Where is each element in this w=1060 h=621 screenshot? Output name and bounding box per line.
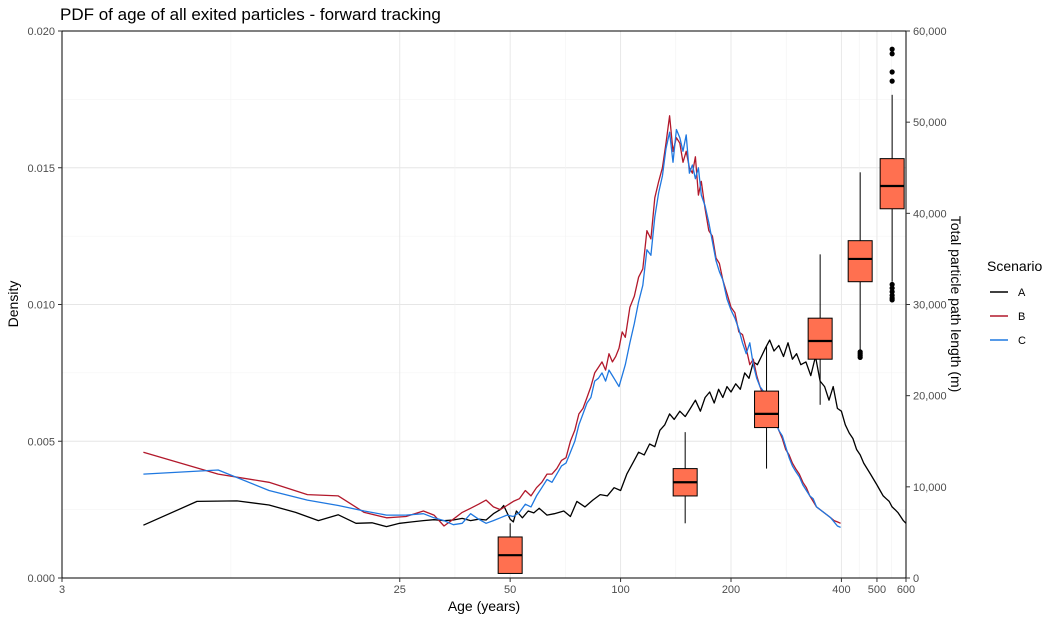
x-axis-title: Age (years) [448, 598, 520, 614]
y2-axis-title: Total particle path length (m) [948, 216, 964, 393]
axes: 3 25 50 100 200 400 500 600 0.000 0.005 0.010 0.015… [27, 26, 946, 596]
series-lines [143, 115, 907, 528]
y2-tick-label: 30,000 [913, 300, 947, 312]
box-body [879, 158, 905, 210]
series-line-a [143, 339, 907, 528]
legend: Scenario ABC [987, 258, 1042, 347]
box-outlier-point [889, 78, 895, 84]
x-tick-label: 100 [611, 584, 629, 596]
x-tick-label: 50 [504, 584, 516, 596]
y-tick-label: 0.000 [27, 573, 55, 585]
grid [61, 30, 907, 579]
box-outlier-point [889, 69, 895, 75]
y-tick-label: 0.005 [27, 436, 55, 448]
y-tick-label: 0.020 [27, 26, 55, 38]
box-outlier-point [889, 289, 895, 295]
box-outlier-point [889, 297, 895, 303]
y-tick-label: 0.015 [27, 163, 55, 175]
legend-label-a: A [1018, 287, 1026, 299]
y2-tick-label: 20,000 [913, 391, 947, 403]
box-body [847, 240, 873, 283]
y2-tick-label: 0 [913, 573, 919, 585]
x-tick-label: 200 [722, 584, 740, 596]
box-outlier-point [889, 281, 895, 288]
series-line-b [143, 115, 841, 527]
y2-tick-label: 40,000 [913, 208, 947, 220]
y2-tick-label: 60,000 [913, 26, 947, 38]
box-body [807, 317, 833, 360]
y2-tick-label: 10,000 [913, 482, 947, 494]
box-outlier-point [889, 51, 895, 57]
legend-label-b: B [1018, 311, 1025, 323]
x-tick-label: 500 [868, 584, 886, 596]
box-body [754, 390, 780, 429]
legend-label-c: C [1018, 335, 1026, 347]
y-axis-title: Density [5, 281, 21, 328]
y-tick-label: 0.010 [27, 300, 55, 312]
x-tick-label: 400 [832, 584, 850, 596]
box-outlier-point [889, 285, 895, 291]
x-tick-label: 25 [394, 584, 406, 596]
series-line-c [143, 128, 841, 528]
legend-title: Scenario [987, 258, 1042, 274]
box-outlier-point [889, 46, 895, 52]
y2-tick-label: 50,000 [913, 117, 947, 129]
x-tick-label: 600 [897, 584, 915, 596]
box-outlier-point [857, 354, 863, 360]
chart-title: PDF of age of all exited particles - for… [60, 5, 441, 24]
x-tick-label: 3 [59, 584, 65, 596]
boxplots [497, 46, 905, 574]
